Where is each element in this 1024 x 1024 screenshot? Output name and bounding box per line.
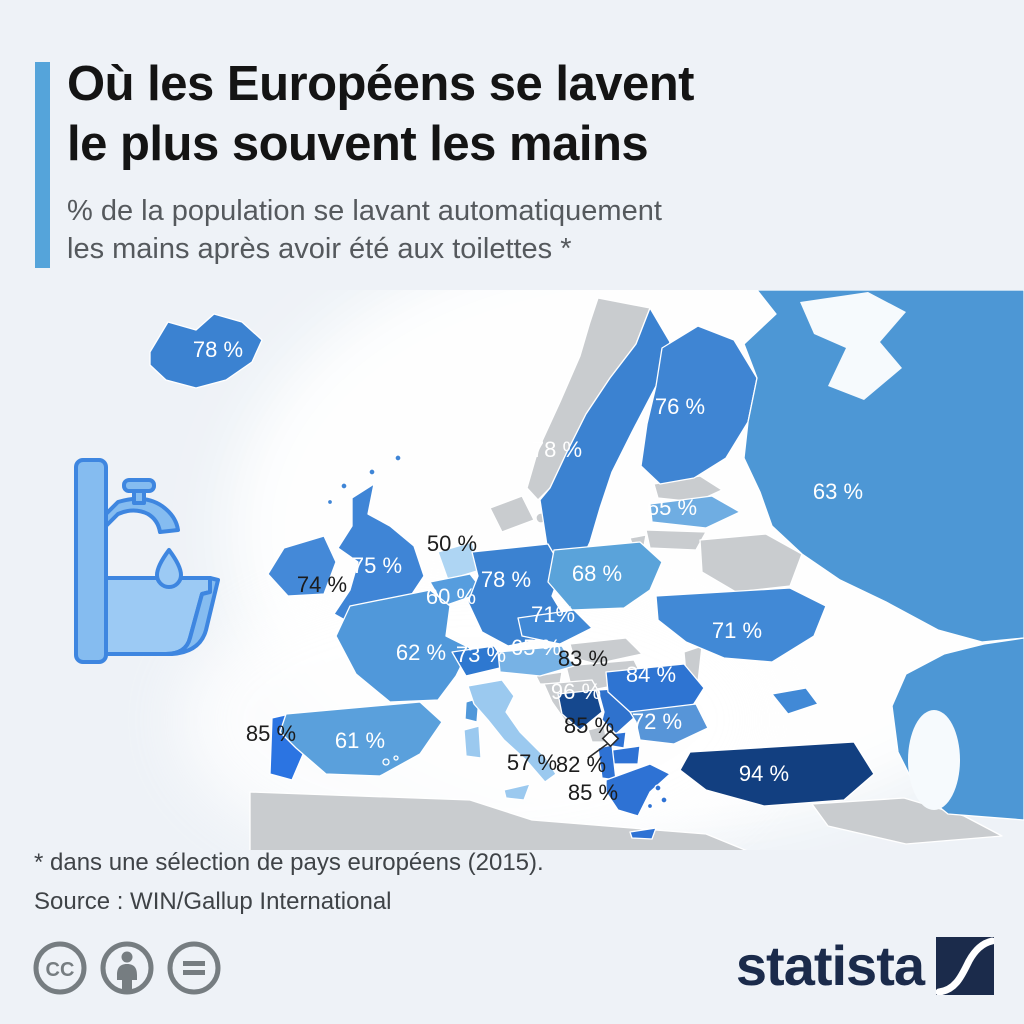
diamond-marker (601, 729, 620, 748)
footnote-text: * dans une sélection de pays européens (… (34, 849, 544, 876)
svg-text:CC: CC (46, 959, 75, 981)
country-shape-lituanie (645, 529, 707, 551)
region-shape-proche-orient (811, 797, 1003, 845)
country-shape-italie (463, 679, 557, 801)
country-shape-bosnie (557, 689, 603, 731)
chart-title: Où les Européens se lavent le plus souve… (67, 54, 694, 174)
country-shape-autriche (497, 645, 575, 677)
country-shape-lettonie (649, 495, 741, 529)
statista-logo-icon (936, 937, 994, 995)
country-shape-france (335, 589, 480, 723)
title-line-2: le plus souvent les mains (67, 117, 649, 171)
country-shape-grece (605, 763, 671, 840)
subtitle-line-1: % de la population se lavant automatique… (67, 195, 662, 227)
accent-bar (35, 62, 50, 268)
cc-nd-equals-icon (167, 941, 221, 995)
country-shape-finlande (640, 325, 758, 485)
country-shape-turquie (679, 741, 875, 807)
country-shape-bielorussie (699, 533, 803, 593)
cc-by-person-icon (100, 941, 154, 995)
white-sea (800, 292, 906, 400)
country-shape-slovaquie (569, 637, 643, 665)
license-icons: CC (33, 941, 221, 995)
country-shape-ukraine (655, 587, 827, 715)
footnote-block: * dans une sélection de pays européens (… (34, 843, 544, 921)
country-shape-bulgarie (629, 703, 709, 745)
region-shape-afrique-du-nord (249, 791, 747, 850)
country-shape-irlande (267, 535, 337, 597)
country-shape-danemark (489, 495, 535, 533)
title-line-1: Où les Européens se lavent (67, 57, 694, 111)
country-shape-pologne (547, 541, 663, 611)
statista-wordmark: statista (735, 934, 925, 997)
country-shape-espagne (279, 701, 443, 777)
source-text: Source : WIN/Gallup International (34, 888, 392, 915)
caspian-sea (908, 710, 960, 810)
statista-brand: statista (736, 933, 994, 999)
chart-subtitle: % de la population se lavant automatique… (67, 192, 662, 268)
country-shape-russie (743, 290, 1024, 821)
subtitle-line-2: les mains après avoir été aux toilettes … (67, 233, 572, 265)
map-canvas (149, 290, 1024, 850)
label-leader-line (587, 741, 611, 759)
country-shape-tchequie (517, 609, 593, 645)
country-shape-islande (149, 313, 263, 389)
washbasin-icon (74, 458, 220, 664)
cc-icon: CC (33, 941, 87, 995)
